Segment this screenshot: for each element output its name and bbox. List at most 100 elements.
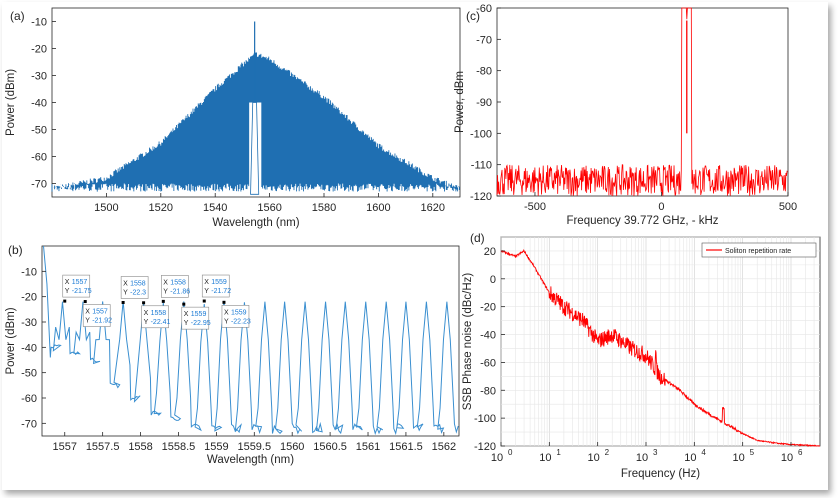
datatip-y-value: -21.72 <box>211 288 231 295</box>
ytick-label-a: -70 <box>31 179 47 191</box>
xlabel-a: Wavelength (nm) <box>212 217 299 229</box>
datatip-box-b <box>161 275 189 298</box>
xtick-label-b: 1559.5 <box>237 441 271 453</box>
ytick-label-c: -80 <box>476 66 492 78</box>
ylabel-a: Power (dBm) <box>5 69 17 136</box>
ytick-label-d: 20 <box>484 246 496 258</box>
ytick-label-c: -90 <box>476 97 492 109</box>
spectrum-series-b <box>43 245 459 436</box>
ytick-label-a: -30 <box>31 71 47 83</box>
datatip-x-value: 1557 <box>92 309 108 316</box>
xtick-label-c: 500 <box>779 201 797 213</box>
xtick-exp-d: 2 <box>605 448 610 457</box>
datatip-marker-b <box>202 299 206 303</box>
xtick-label-a: 1560 <box>257 202 281 214</box>
xtick-label-b: 1557 <box>53 441 77 453</box>
datatip-y-value: -21.75 <box>72 288 92 295</box>
ytick-label-d: -40 <box>480 330 496 342</box>
xtick-label-a: 1580 <box>312 202 336 214</box>
datatip-x-prefix: X <box>123 280 128 287</box>
ytick-label-b: -30 <box>21 317 37 329</box>
xtick-label-a: 1520 <box>149 202 173 214</box>
xtick-label-b: 1558.5 <box>162 441 196 453</box>
axes-box-b <box>41 245 460 437</box>
xtick-label-b: 1561 <box>356 441 380 453</box>
ytick-label-a: -60 <box>31 152 47 164</box>
ytick-label-c: -70 <box>476 34 492 46</box>
phase-noise-series-d <box>500 248 820 447</box>
ytick-label-b: -10 <box>21 266 37 278</box>
datatip-marker-b <box>222 300 226 304</box>
panel-d: (d) Soliton repetition rate 10 0 10 1 10 2 10 3 10… <box>462 231 821 480</box>
datatip-box-b <box>120 276 149 299</box>
datatip-box-b <box>221 305 250 328</box>
ytick-label-a: -10 <box>31 17 47 29</box>
panel-label: (d) <box>470 231 485 245</box>
datatip-box-b <box>201 274 230 298</box>
datatip-marker-b <box>161 299 165 303</box>
ytick-label-d: -120 <box>474 441 496 453</box>
xtick-exp-d: 1 <box>556 448 561 457</box>
datatip-marker-b <box>142 301 146 305</box>
datatip-y-value: -21.92 <box>92 318 112 325</box>
datatip-y-prefix: Y <box>123 289 128 296</box>
ytick-label-c: -120 <box>470 191 492 203</box>
ytick-label-d: 0 <box>490 274 496 286</box>
datatip-y-prefix: Y <box>65 288 70 295</box>
datatip-marker-b <box>182 302 186 306</box>
xtick-label-b: 1557.5 <box>86 441 120 453</box>
datatip-x-prefix: X <box>204 279 209 286</box>
pump-gap-a <box>250 102 260 195</box>
ytick-label-d: -60 <box>480 357 496 369</box>
grid-d <box>500 236 820 447</box>
xtick-label-b: 1561.5 <box>389 441 423 453</box>
datatip-box-b <box>62 274 91 298</box>
xlabel-b: Wavelength (nm) <box>207 454 294 466</box>
xtick-label-b: 1560 <box>280 441 304 453</box>
datatip-x-value: 1558 <box>170 279 186 286</box>
datatip-x-prefix: X <box>65 279 70 286</box>
panel-label: (b) <box>8 243 23 257</box>
ytick-label-c: -100 <box>470 128 492 140</box>
datatip-y-value: -21.86 <box>170 288 190 295</box>
datatip-y-prefix: Y <box>224 318 229 325</box>
datatip-y-value: -22.23 <box>231 318 251 325</box>
ytick-label-b: -40 <box>21 342 37 354</box>
xtick-label-b: 1558 <box>128 441 152 453</box>
ylabel-b: Power (dBm) <box>5 307 17 374</box>
datatip-y-value: -22.3 <box>130 289 146 296</box>
datatip-y-prefix: Y <box>184 320 189 327</box>
datatip-marker-b <box>63 299 67 303</box>
xtick-label-a: 1540 <box>203 202 227 214</box>
datatip-x-prefix: X <box>184 311 189 318</box>
xtick-label-c: -500 <box>524 201 546 213</box>
panel-label: (c) <box>466 9 480 23</box>
datatip-x-prefix: X <box>224 309 229 316</box>
xtick-exp-d: 5 <box>750 448 755 457</box>
xtick-label-b: 1560.5 <box>313 441 347 453</box>
datatip-y-prefix: Y <box>144 319 149 326</box>
datatip-y-value: -22.41 <box>151 319 171 326</box>
legend-box-d <box>701 242 817 258</box>
noise-series-c <box>496 7 788 197</box>
xtick-exp-d: 3 <box>653 448 658 457</box>
xtick-label-b: 1562 <box>432 441 456 453</box>
datatip-x-prefix: X <box>85 309 90 316</box>
datatip-x-prefix: X <box>144 310 149 317</box>
datatip-y-prefix: Y <box>163 288 168 295</box>
datatip-box-b <box>82 304 111 327</box>
datatip-x-value: 1559 <box>211 279 227 286</box>
ylabel-c: Power, dBm <box>454 71 466 133</box>
panel-label: (a) <box>10 9 25 23</box>
datatip-box-b <box>141 305 169 329</box>
panel-a: (a) 1500 1520 1540 1560 1580 1600 1620 -70 -60 -50… <box>5 7 461 229</box>
ytick-label-b: -60 <box>21 393 37 405</box>
xtick-label-a: 1600 <box>366 202 390 214</box>
comb-lines-a <box>51 21 460 195</box>
datatip-x-prefix: X <box>163 279 168 286</box>
